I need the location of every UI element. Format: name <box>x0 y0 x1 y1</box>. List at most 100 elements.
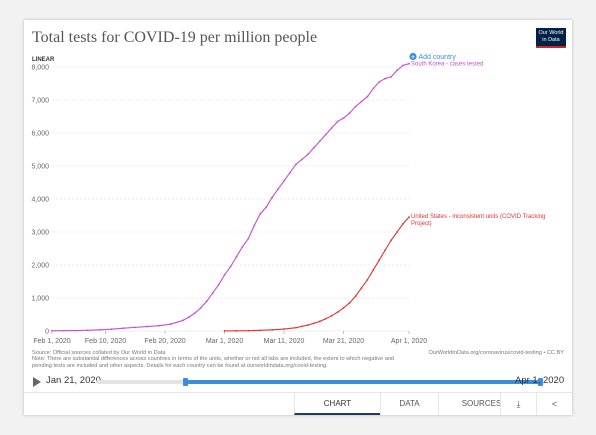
timeline: Jan 21, 2020 Apr 1, 2020 <box>24 372 572 392</box>
data-point <box>366 95 369 98</box>
timeline-end-date: Apr 1, 2020 <box>515 375 565 386</box>
data-point <box>247 237 250 240</box>
data-point <box>330 314 333 317</box>
timeline-start-handle[interactable] <box>183 378 188 386</box>
series-label-line: Project) <box>411 221 432 227</box>
data-point <box>271 196 274 199</box>
data-point <box>86 329 89 332</box>
data-point <box>336 311 339 314</box>
data-point <box>253 224 256 227</box>
data-point <box>342 307 345 309</box>
data-point <box>295 326 297 329</box>
chart-tabs: CHART DATA SOURCES ⤓ < <box>24 392 572 415</box>
source-note: Source: Official sources collated by Our… <box>32 350 412 369</box>
data-point <box>265 206 268 209</box>
x-tick-label: Feb 20, 2020 <box>144 338 185 345</box>
data-point <box>306 153 309 156</box>
y-tick-label: 0 <box>45 329 49 336</box>
data-point <box>372 269 375 271</box>
data-point <box>259 329 262 332</box>
data-point <box>98 328 101 331</box>
citation-url[interactable]: OurWorldInData.org/coronavirus/covid-tes… <box>428 350 564 356</box>
share-button[interactable]: < <box>536 393 572 415</box>
data-point <box>408 62 410 65</box>
data-point <box>110 328 113 331</box>
data-point <box>182 319 184 322</box>
data-point <box>342 117 345 120</box>
chart-card: Total tests for COVID-19 per million peo… <box>24 20 572 415</box>
data-point <box>324 133 327 136</box>
x-tick-label: Mar 11, 2020 <box>264 338 305 345</box>
y-tick-label: 2,000 <box>31 263 49 270</box>
data-point <box>372 87 375 90</box>
data-point <box>301 325 303 328</box>
series-line <box>224 216 410 332</box>
tab-chart[interactable]: CHART <box>294 393 380 415</box>
data-point <box>306 324 309 326</box>
line-chart: 0 1,000 2,000 3,000 4,000 5,000 6,000 7,000 8,00… <box>31 52 545 345</box>
data-point <box>378 259 381 261</box>
data-point <box>402 64 404 67</box>
tab-sources[interactable]: SOURCES <box>438 393 524 415</box>
data-point <box>396 69 398 72</box>
download-icon: ⤓ <box>516 399 521 409</box>
timeline-start-date: Jan 21, 2020 <box>46 375 101 386</box>
play-icon[interactable] <box>33 377 41 387</box>
data-point <box>408 216 410 219</box>
y-tick-label: 7,000 <box>31 98 49 105</box>
gridlines <box>52 66 409 332</box>
series-lines <box>51 62 410 332</box>
share-icon: < <box>551 399 558 409</box>
data-point <box>312 146 315 149</box>
owid-logo[interactable]: Our World in Data <box>536 28 566 48</box>
data-point <box>193 312 196 315</box>
data-point <box>241 245 244 248</box>
data-point <box>271 328 274 331</box>
data-point <box>384 77 387 80</box>
data-point <box>312 322 315 325</box>
source-note-text: Source: Official sources collated by Our… <box>32 350 395 369</box>
data-point <box>122 327 125 330</box>
add-country-button[interactable]: + Add country <box>409 52 457 61</box>
plus-glyph: + <box>411 54 415 61</box>
data-point <box>348 302 351 304</box>
x-tick-label: Mar 21, 2020 <box>323 338 364 345</box>
y-tick-label: 1,000 <box>31 296 49 303</box>
add-country-label: Add country <box>419 54 457 61</box>
data-point <box>259 212 262 215</box>
data-point <box>336 120 339 123</box>
data-point <box>247 329 250 332</box>
x-axis-ticks: Feb 1, 2020 Feb 10, 2020 Feb 20, 2020 Mar 1… <box>33 331 427 345</box>
data-point <box>217 283 220 286</box>
data-point <box>229 265 232 268</box>
data-point <box>384 249 387 252</box>
series-line <box>51 63 410 332</box>
logo-line-1: Our World <box>538 30 564 36</box>
timeline-end-handle[interactable] <box>538 378 543 386</box>
data-point <box>51 329 53 332</box>
data-point <box>223 274 226 276</box>
data-point <box>390 239 393 242</box>
tab-data[interactable]: DATA <box>380 393 438 415</box>
data-point <box>390 76 393 78</box>
data-point <box>170 323 172 325</box>
download-button[interactable]: ⤓ <box>500 393 536 415</box>
data-point <box>360 287 363 289</box>
data-point <box>134 326 137 329</box>
x-tick-label: Feb 1, 2020 <box>33 338 70 345</box>
data-point <box>211 292 214 294</box>
data-point <box>378 80 381 83</box>
data-point <box>205 300 208 303</box>
scale-toggle-linear[interactable]: LINEAR <box>32 57 55 63</box>
data-point <box>360 100 363 103</box>
y-tick-label: 6,000 <box>31 131 49 138</box>
y-axis-ticks: 0 1,000 2,000 3,000 4,000 5,000 6,000 7,000 8,00… <box>31 65 49 336</box>
series-label: United States - inconsistent units (COVI… <box>411 214 545 227</box>
data-point <box>74 329 77 332</box>
y-tick-label: 5,000 <box>31 164 49 171</box>
data-point <box>235 329 238 332</box>
data-point <box>402 222 404 225</box>
data-point <box>158 324 161 327</box>
timeline-track[interactable] <box>96 378 543 386</box>
data-point <box>223 330 226 332</box>
